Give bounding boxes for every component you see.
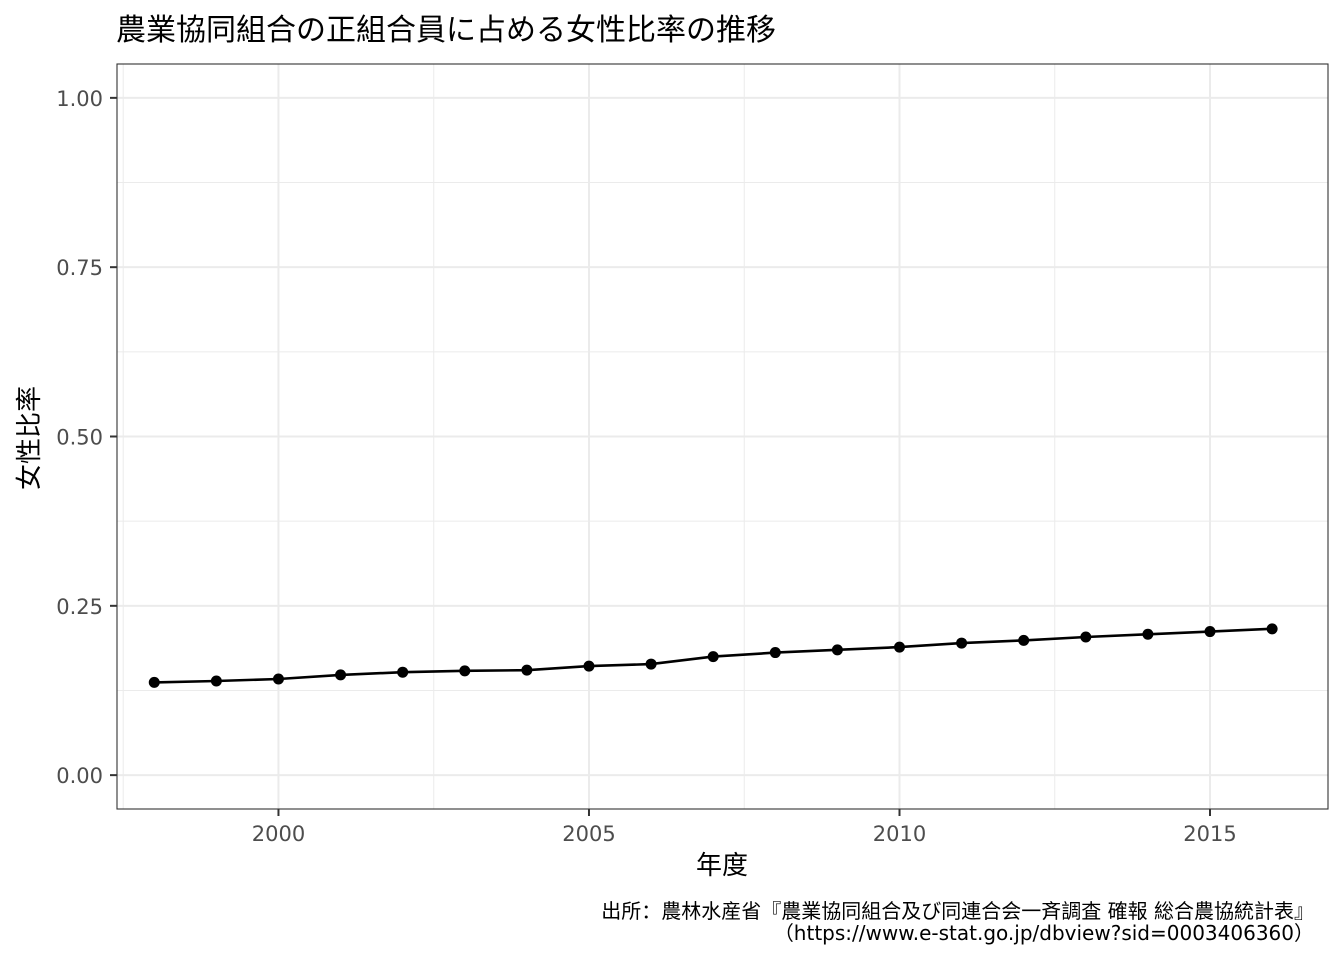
y-axis-title: 女性比率 xyxy=(15,386,45,490)
data-point xyxy=(148,676,160,688)
data-point xyxy=(397,666,409,678)
x-axis: 2000 2005 2010 2015 xyxy=(252,809,1237,846)
caption-source: 出所：農林水産省『農業協同組合及び同連合会一斉調査 確報 総合農協統計表』 xyxy=(601,899,1314,923)
data-point xyxy=(210,675,222,687)
data-point xyxy=(335,669,347,681)
x-axis-title: 年度 xyxy=(696,851,748,881)
data-point xyxy=(1018,634,1030,646)
data-point xyxy=(831,644,843,656)
caption-url: （https://www.e-stat.go.jp/dbview?sid=000… xyxy=(774,921,1314,945)
data-point xyxy=(956,637,968,649)
x-tick-label: 2000 xyxy=(252,822,305,846)
y-tick-label: 1.00 xyxy=(56,87,103,111)
x-tick-label: 2005 xyxy=(562,822,615,846)
series-layer xyxy=(148,623,1278,688)
data-point xyxy=(272,673,284,685)
x-tick-label: 2010 xyxy=(873,822,926,846)
data-point xyxy=(769,647,781,659)
y-tick-label: 0.75 xyxy=(56,256,103,280)
y-tick-label: 0.50 xyxy=(56,426,103,450)
data-point xyxy=(521,664,533,676)
x-tick-label: 2015 xyxy=(1183,822,1236,846)
y-axis: 0.00 0.25 0.50 0.75 1.00 xyxy=(56,87,117,788)
data-point xyxy=(583,660,595,672)
grid-major xyxy=(117,64,1328,809)
data-point xyxy=(1266,623,1278,635)
data-point xyxy=(645,658,657,670)
chart-title: 農業協同組合の正組合員に占める女性比率の推移 xyxy=(116,13,776,48)
y-tick-label: 0.25 xyxy=(56,595,103,619)
data-point xyxy=(1204,626,1216,638)
y-tick-label: 0.00 xyxy=(56,764,103,788)
data-point xyxy=(459,665,471,677)
plot-panel xyxy=(116,63,1329,810)
data-point xyxy=(1142,628,1154,640)
data-point xyxy=(707,651,719,663)
data-point xyxy=(893,641,905,653)
data-point xyxy=(1080,631,1092,643)
